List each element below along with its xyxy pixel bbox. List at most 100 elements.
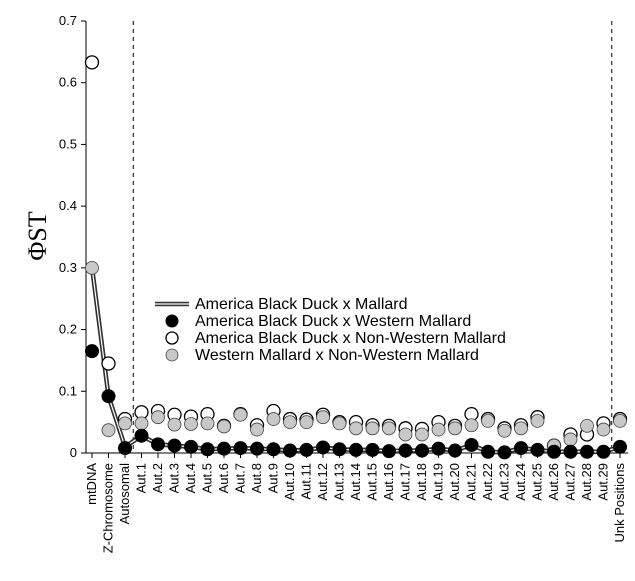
point-gray-marker: [101, 423, 116, 438]
point-gray-marker: [299, 415, 314, 430]
point-gray-marker: [563, 432, 578, 447]
point-gray-marker: [497, 423, 512, 438]
point-open-marker: [101, 356, 116, 371]
point-gray-marker: [415, 427, 429, 442]
point-filled-marker: [184, 439, 198, 454]
point-gray-marker: [200, 416, 215, 431]
point-gray-marker: [332, 416, 347, 431]
x-tick-label: Aut.18: [414, 463, 429, 501]
x-tick-label: Aut.24: [513, 463, 528, 501]
x-tick-label: Aut.14: [348, 463, 363, 501]
legend-entry-label: Western Mallard x Non-Western Mallard: [195, 347, 479, 364]
x-tick-label: Aut.12: [315, 463, 330, 501]
x-tick-label: Aut.17: [398, 463, 413, 501]
point-filled-marker: [497, 445, 512, 460]
point-filled-marker: [382, 444, 396, 459]
point-filled-marker: [464, 437, 479, 452]
legend-swatch-marker: [165, 314, 179, 328]
x-tick-label: Aut.13: [332, 463, 347, 501]
point-filled-marker: [398, 443, 413, 458]
x-tick-label: Aut.21: [464, 463, 479, 501]
point-filled-marker: [316, 440, 330, 455]
point-gray-marker: [448, 421, 462, 436]
x-tick-label: Aut.4: [183, 463, 198, 493]
legend-entry-label: America Black Duck x Non-Western Mallard: [195, 330, 506, 347]
point-filled-marker: [134, 428, 149, 443]
x-tick-label: Z-Chromosome: [101, 463, 116, 553]
point-gray-marker: [316, 410, 330, 425]
x-tick-label: Aut.23: [497, 463, 512, 501]
point-filled-marker: [283, 443, 297, 458]
legend-entry-label: America Black Duck x Mallard: [195, 296, 408, 313]
point-filled-marker: [101, 389, 116, 404]
point-gray-marker: [431, 422, 446, 437]
point-filled-marker: [365, 442, 380, 457]
x-tick-label: Aut.28: [579, 463, 594, 501]
legend-background: [151, 294, 591, 366]
x-tick-label: Aut.27: [563, 463, 578, 501]
x-tick-label: Aut.3: [167, 463, 182, 493]
x-tick-label: Aut.7: [233, 463, 248, 493]
y-tick-label: 0.6: [59, 75, 77, 90]
x-tick-label: Aut.25: [530, 463, 545, 501]
point-filled-marker: [514, 441, 528, 456]
point-gray-marker: [134, 416, 149, 431]
legend-swatch-marker: [165, 331, 179, 345]
point-gray-marker: [85, 260, 99, 275]
x-tick-label: Autosomal: [117, 463, 132, 525]
point-filled-marker: [85, 344, 99, 359]
point-filled-marker: [299, 442, 314, 457]
x-tick-label: Aut.22: [480, 463, 495, 501]
point-filled-marker: [349, 442, 363, 457]
point-filled-marker: [547, 444, 561, 459]
x-tick-label: Aut.5: [200, 463, 215, 493]
point-gray-marker: [382, 421, 396, 436]
point-gray-marker: [184, 417, 198, 431]
point-filled-marker: [266, 442, 281, 457]
point-filled-marker: [151, 437, 165, 452]
point-filled-marker: [118, 441, 132, 456]
point-gray-marker: [151, 410, 165, 425]
y-axis-label: ΦST: [23, 211, 52, 260]
y-tick-label: 0: [70, 445, 77, 460]
point-gray-marker: [217, 419, 231, 434]
point-gray-marker: [530, 414, 545, 428]
y-tick-label: 0.2: [59, 322, 77, 337]
x-tick-label: Aut.16: [381, 463, 396, 501]
point-gray-marker: [233, 407, 248, 422]
x-tick-label: Aut.1: [134, 463, 149, 493]
point-gray-marker: [596, 422, 611, 437]
x-tick-label: Aut.6: [216, 463, 231, 493]
x-tick-label: Unk Positions: [612, 463, 627, 543]
point-filled-marker: [217, 441, 231, 456]
point-gray-marker: [464, 418, 479, 433]
point-filled-marker: [448, 443, 462, 458]
point-filled-marker: [200, 442, 215, 457]
point-filled-marker: [233, 441, 248, 456]
legend-entry-label: America Black Duck x Western Mallard: [195, 313, 471, 330]
point-filled-marker: [167, 438, 182, 453]
point-gray-marker: [398, 427, 413, 442]
x-tick-label: Aut.15: [365, 463, 380, 501]
point-gray-marker: [118, 416, 132, 431]
x-tick-label: Aut.2: [150, 463, 165, 493]
x-tick-label: Aut.19: [431, 463, 446, 501]
point-filled-marker: [613, 439, 627, 454]
x-tick-label: Aut.26: [546, 463, 561, 501]
x-tick-label: Aut.11: [299, 463, 314, 500]
y-tick-label: 0.4: [59, 198, 77, 213]
point-gray-marker: [481, 414, 495, 428]
point-filled-marker: [250, 441, 264, 456]
x-tick-label: Aut.10: [282, 463, 297, 501]
point-gray-marker: [266, 412, 281, 426]
point-gray-marker: [365, 421, 380, 436]
point-gray-marker: [250, 422, 264, 437]
x-tick-label: Aut.8: [249, 463, 264, 493]
y-tick-label: 0.7: [59, 13, 77, 28]
point-gray-marker: [349, 421, 363, 436]
y-tick-label: 0.3: [59, 260, 77, 275]
point-gray-marker: [613, 414, 627, 428]
y-tick-label: 0.5: [59, 136, 77, 151]
